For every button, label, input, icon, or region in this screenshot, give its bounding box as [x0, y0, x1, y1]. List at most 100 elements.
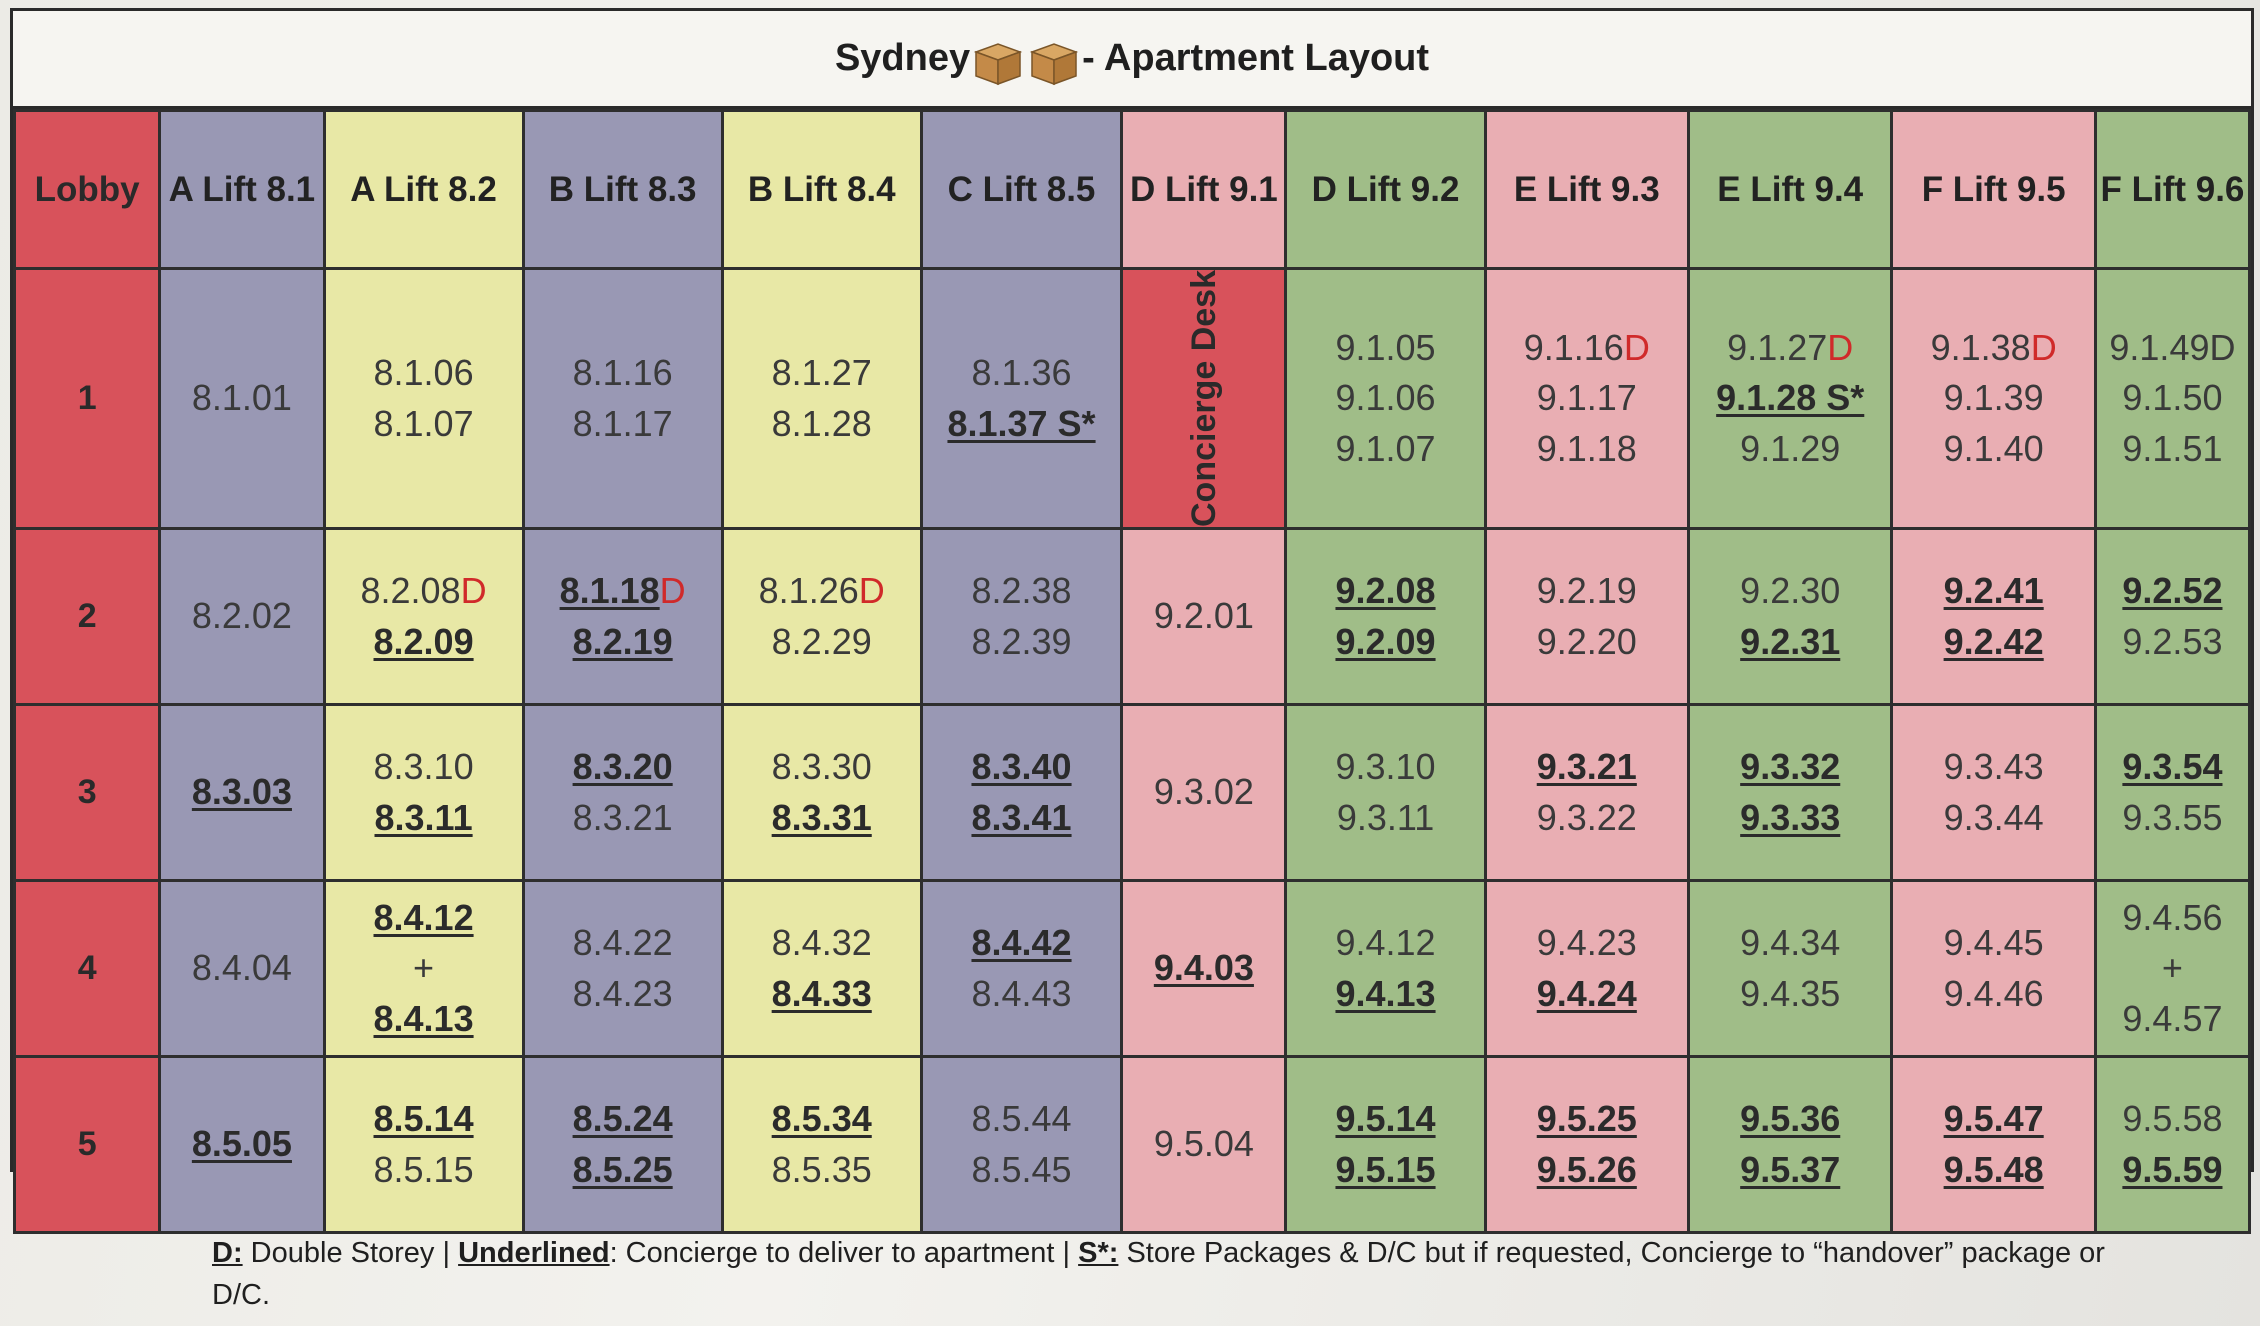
- apartment-number-line: 9.5.58: [2097, 1094, 2248, 1144]
- apartment-number-line: 8.4.23: [525, 969, 721, 1019]
- apartment-number: 9.5.58: [2122, 1098, 2222, 1139]
- apartment-number-line: 8.5.35: [724, 1145, 920, 1195]
- apartment-number-line: 8.4.43: [923, 969, 1121, 1019]
- apartment-number-line: 8.4.42: [923, 918, 1121, 968]
- apartment-number-line: 8.1.18D: [525, 566, 721, 616]
- title-suffix: - Apartment Layout: [1082, 37, 1429, 80]
- apartment-cell: 8.3.10 8.3.11: [324, 705, 523, 881]
- apartment-number: 8.3.30: [772, 746, 872, 787]
- apartment-number-line: 9.1.27D: [1690, 323, 1890, 373]
- double-storey-marker: D: [461, 570, 487, 611]
- apartment-number: 8.1.16: [573, 352, 673, 393]
- apartment-number-line: 9.3.54: [2097, 742, 2248, 792]
- apartment-cell: 8.1.18D 8.2.19: [523, 529, 722, 705]
- apartment-number-line: 8.3.20: [525, 742, 721, 792]
- apartment-cell: 9.2.30 9.2.31: [1689, 529, 1892, 705]
- apartment-number-line: 8.5.34: [724, 1094, 920, 1144]
- apartment-number: 9.2.20: [1537, 621, 1637, 662]
- apartment-number-line: 8.1.27: [724, 348, 920, 398]
- column-header: E Lift 9.3: [1485, 111, 1688, 269]
- apartment-cell: 9.3.21 9.3.22: [1485, 705, 1688, 881]
- page-title: Sydney - Apartment Layout: [13, 11, 2251, 109]
- legend-d-text: Double Storey |: [243, 1237, 458, 1269]
- apartment-cell: 8.3.03: [160, 705, 324, 881]
- apartment-number: 8.1.01: [192, 377, 292, 418]
- apartment-number: 9.4.56: [2122, 897, 2222, 938]
- apartment-number: 8.4.13: [374, 998, 474, 1039]
- apartment-number: 8.4.04: [192, 947, 292, 988]
- legend: D: Double Storey | Underlined: Concierge…: [212, 1232, 2152, 1316]
- apartment-number-line: 9.1.39: [1893, 373, 2093, 423]
- apartment-cell: 8.5.14 8.5.15: [324, 1057, 523, 1233]
- apartment-number-line: 9.1.49D: [2097, 323, 2248, 373]
- apartment-table: Lobby A Lift 8.1 A Lift 8.2 B Lift 8.3 B Lif…: [13, 109, 2251, 1234]
- apartment-cell: 8.4.32 8.4.33: [722, 881, 921, 1057]
- apartment-number-line: 8.5.45: [923, 1145, 1121, 1195]
- apartment-number-line: 9.2.42: [1893, 617, 2093, 667]
- apartment-number: 8.3.40: [971, 746, 1071, 787]
- floor-row: 1 8.1.01 8.1.06 8.1.07 8.1.16 8.1.17 8.1.27 8.1…: [15, 269, 2250, 529]
- floor-row: 3 8.3.03 8.3.10 8.3.11 8.3.20 8.3.21 8.3.30 8.3…: [15, 705, 2250, 881]
- apartment-number: 9.4.03: [1154, 947, 1254, 988]
- apartment-cell: 8.2.02: [160, 529, 324, 705]
- concierge-desk-label: Concierge Desk: [1182, 270, 1226, 527]
- apartment-number-line: 9.3.33: [1690, 793, 1890, 843]
- apartment-cell: 9.4.34 9.4.35: [1689, 881, 1892, 1057]
- apartment-number: 8.2.29: [772, 621, 872, 662]
- apartment-number-line: 9.4.56: [2097, 893, 2248, 943]
- apartment-number: 9.1.38: [1931, 327, 2031, 368]
- apartment-number: 8.4.32: [772, 922, 872, 963]
- apartment-number: 8.5.05: [192, 1123, 292, 1164]
- floor-row: 5 8.5.05 8.5.14 8.5.15 8.5.24 8.5.25 8.5.34 8.5…: [15, 1057, 2250, 1233]
- apartment-number: 9.2.31: [1740, 621, 1840, 662]
- apartment-cell: 8.4.12 +8.4.13: [324, 881, 523, 1057]
- apartment-cell: 9.4.56 +9.4.57: [2095, 881, 2249, 1057]
- apartment-number: 9.1.16: [1524, 327, 1624, 368]
- apartment-number-line: 8.1.37 S*: [923, 399, 1121, 449]
- apartment-cell: 8.2.08D 8.2.09: [324, 529, 523, 705]
- apartment-number-line: 8.2.09: [326, 617, 522, 667]
- apartment-number-line: 9.1.38D: [1893, 323, 2093, 373]
- concierge-desk: Concierge Desk: [1122, 269, 1286, 529]
- apartment-number: 9.4.23: [1537, 922, 1637, 963]
- apartment-number: 9.1.07: [1335, 428, 1435, 469]
- double-storey-marker: D: [859, 570, 885, 611]
- apartment-number: 9.3.11: [1337, 797, 1434, 838]
- apartment-number-line: 8.3.11: [326, 793, 522, 843]
- apartment-number-line: 8.2.29: [724, 617, 920, 667]
- apartment-number: 9.5.47: [1944, 1098, 2044, 1139]
- column-header: Lobby: [15, 111, 160, 269]
- apartment-number: 9.3.22: [1537, 797, 1637, 838]
- apartment-number-line: 9.5.47: [1893, 1094, 2093, 1144]
- apartment-number-line: 8.3.03: [161, 767, 322, 817]
- apartment-number-line: 9.2.53: [2097, 617, 2248, 667]
- apartment-cell: 9.1.16D 9.1.17 9.1.18: [1485, 269, 1688, 529]
- apartment-number-line: 9.1.40: [1893, 424, 2093, 474]
- apartment-number: 8.4.33: [772, 973, 872, 1014]
- apartment-number: 8.3.21: [573, 797, 673, 838]
- apartment-number: 9.1.49D: [2109, 327, 2235, 368]
- apartment-cell: 9.3.10 9.3.11: [1286, 705, 1485, 881]
- floor-number: 5: [15, 1057, 160, 1233]
- apartment-cell: 8.2.38 8.2.39: [921, 529, 1122, 705]
- apartment-cell: 9.1.27D 9.1.28 S* 9.1.29: [1689, 269, 1892, 529]
- apartment-number: 9.5.04: [1154, 1123, 1254, 1164]
- apartment-number: 9.1.05: [1335, 327, 1435, 368]
- apartment-number: 8.1.06: [374, 352, 474, 393]
- apartment-number-line: 8.4.13: [326, 994, 522, 1044]
- apartment-number-line: 9.5.25: [1487, 1094, 1687, 1144]
- apartment-number: 9.3.33: [1740, 797, 1840, 838]
- apartment-number-line: 8.5.14: [326, 1094, 522, 1144]
- apartment-number: 9.4.45: [1944, 922, 2044, 963]
- cardboard-box-icon: [1028, 40, 1080, 86]
- column-header: E Lift 9.4: [1689, 111, 1892, 269]
- apartment-number-line: 9.3.02: [1123, 767, 1284, 817]
- apartment-number: 9.4.57: [2122, 998, 2222, 1039]
- apartment-number-line: 9.4.45: [1893, 918, 2093, 968]
- apartment-cell: 9.5.58 9.5.59: [2095, 1057, 2249, 1233]
- header-row: Lobby A Lift 8.1 A Lift 8.2 B Lift 8.3 B Lif…: [15, 111, 2250, 269]
- apartment-number: 9.3.21: [1537, 746, 1637, 787]
- apartment-cell: 8.1.16 8.1.17: [523, 269, 722, 529]
- apartment-number-line: 9.3.55: [2097, 793, 2248, 843]
- apartment-number: 9.2.09: [1335, 621, 1435, 662]
